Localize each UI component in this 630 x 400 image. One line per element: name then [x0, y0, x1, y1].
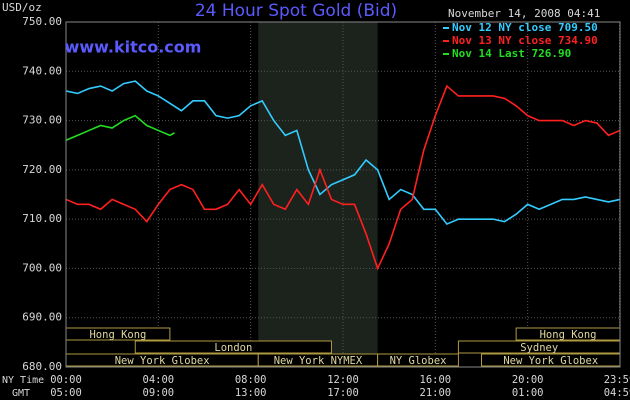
y-tick-label: 750.00 — [22, 15, 62, 28]
x-tick-label: 16:00 — [420, 374, 452, 386]
y-axis-label: USD/oz — [2, 1, 42, 14]
y-tick-label: 740.00 — [22, 64, 62, 77]
series-line — [65, 84, 621, 271]
y-tick-label: 690.00 — [22, 311, 62, 324]
series-line — [65, 80, 621, 226]
x-tick-label: 12:00 — [327, 374, 359, 386]
y-tick-label: 680.00 — [22, 360, 62, 373]
legend-label: Nov 13 NY close 734.90 — [452, 34, 598, 47]
session-box — [134, 340, 332, 354]
x2-tick-label: 17:00 — [327, 387, 359, 399]
session-label: New York Globex — [503, 355, 598, 367]
x-axis-label: NY Time — [2, 375, 44, 386]
x2-tick-label: 13:00 — [235, 387, 267, 399]
session-label: New York Globex — [115, 355, 210, 367]
y-tick-label: 720.00 — [22, 163, 62, 176]
legend-label: Nov 14 Last 726.90 — [452, 47, 571, 60]
y-tick-label: 730.00 — [22, 114, 62, 127]
x2-tick-label: 01:00 — [512, 387, 544, 399]
session-label: NY Globex — [390, 355, 447, 367]
x-tick-label: 08:00 — [235, 374, 267, 386]
x-tick-label: 23:59 — [604, 374, 630, 386]
session-label: Sydney — [520, 342, 558, 354]
plot-frame — [65, 21, 621, 368]
series-line — [65, 114, 175, 142]
chart-title: 24 Hour Spot Gold (Bid) — [195, 1, 397, 21]
legend-label: Nov 12 NY close 709.50 — [452, 21, 598, 34]
x-tick-label: 04:00 — [143, 374, 175, 386]
y-tick-label: 700.00 — [22, 261, 62, 274]
x-tick-label: 00:00 — [50, 374, 82, 386]
session-label: Hong Kong — [89, 329, 146, 341]
x2-tick-label: 21:00 — [420, 387, 452, 399]
shaded-period — [258, 22, 378, 367]
session-label: Hong Kong — [540, 329, 597, 341]
annotation: www.kitco.com — [65, 38, 202, 57]
subtitle: November 14, 2008 04:41 — [448, 7, 600, 20]
x2-axis-label: GMT — [12, 388, 30, 399]
x2-tick-label: 04:59 — [604, 387, 630, 399]
y-tick-label: 710.00 — [22, 212, 62, 225]
session-box — [377, 353, 459, 367]
x2-tick-label: 09:00 — [143, 387, 175, 399]
x2-tick-label: 05:00 — [50, 387, 82, 399]
session-label: London — [214, 342, 252, 354]
x-tick-label: 20:00 — [512, 374, 544, 386]
session-label: New York NYMEX — [274, 355, 363, 367]
